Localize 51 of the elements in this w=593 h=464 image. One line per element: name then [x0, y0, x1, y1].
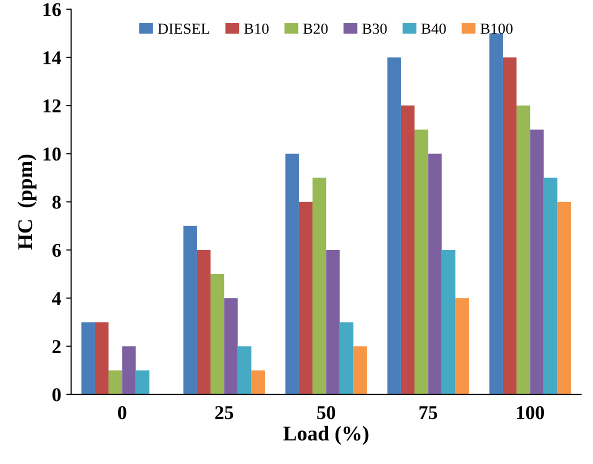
y-tick-label: 10 [44, 148, 61, 161]
bar [298, 202, 313, 394]
bar [442, 250, 456, 394]
bar [196, 250, 211, 394]
bar [285, 154, 299, 394]
bar [251, 370, 265, 394]
bar [387, 57, 401, 394]
legend-label: B100 [480, 24, 513, 34]
bar [516, 106, 530, 394]
x-axis-title: Load (%) [283, 426, 368, 445]
y-tick-label: 16 [44, 3, 61, 16]
bar [502, 57, 517, 394]
bar [557, 202, 571, 394]
legend-label: B10 [244, 24, 269, 34]
bar [136, 370, 150, 394]
bar [224, 298, 238, 394]
y-tick-label: 12 [44, 99, 61, 112]
bar [400, 106, 415, 394]
bar [353, 346, 367, 394]
bar [312, 178, 326, 394]
y-tick-label: 8 [52, 196, 61, 209]
y-axis-title: HC (ppm) [18, 154, 36, 250]
bar [326, 250, 340, 394]
bar [108, 370, 122, 394]
bar [530, 130, 544, 394]
legend-label: B40 [421, 24, 446, 34]
bar [238, 346, 252, 394]
bar [544, 178, 558, 394]
bar [455, 298, 469, 394]
y-tick-label: 14 [44, 51, 62, 64]
bar [81, 322, 95, 394]
y-tick-label: 2 [52, 340, 61, 354]
y-tick-label: 0 [52, 388, 61, 402]
x-tick-label: 100 [517, 406, 544, 420]
bar [340, 322, 354, 394]
bar [414, 130, 428, 394]
bar [489, 33, 503, 394]
x-tick-label: 75 [420, 406, 438, 420]
y-tick-label: 6 [52, 244, 61, 257]
bar [210, 274, 224, 394]
bar [428, 154, 442, 394]
x-tick-label: 25 [215, 406, 234, 420]
x-tick-label: 50 [317, 406, 336, 420]
bar [94, 322, 109, 394]
legend-label: B30 [362, 24, 387, 34]
y-tick-label: 4 [52, 292, 62, 305]
bar [122, 346, 136, 394]
legend-label: DIESEL [158, 24, 210, 34]
x-tick-label: 0 [118, 406, 126, 420]
bar [183, 226, 197, 394]
legend-label: B20 [303, 24, 328, 34]
